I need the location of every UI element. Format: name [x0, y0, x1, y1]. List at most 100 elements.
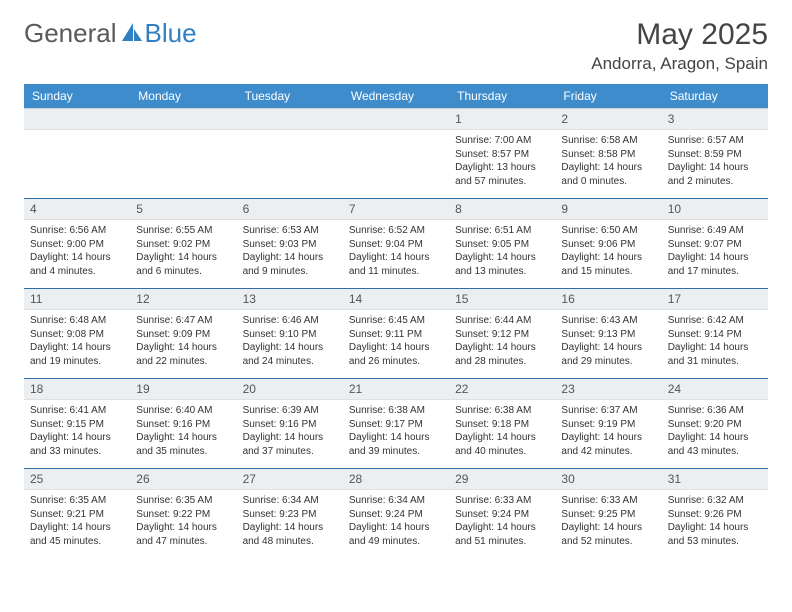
day-body-empty — [237, 130, 343, 144]
day-cell: 11Sunrise: 6:48 AMSunset: 9:08 PMDayligh… — [24, 289, 130, 379]
daylight-line: Daylight: 14 hours and 39 minutes. — [349, 431, 443, 458]
day-number: 24 — [662, 379, 768, 400]
day-body: Sunrise: 6:38 AMSunset: 9:18 PMDaylight:… — [449, 400, 555, 468]
day-cell: 24Sunrise: 6:36 AMSunset: 9:20 PMDayligh… — [662, 379, 768, 469]
day-body: Sunrise: 6:50 AMSunset: 9:06 PMDaylight:… — [555, 220, 661, 288]
daylight-line: Daylight: 14 hours and 17 minutes. — [668, 251, 762, 278]
daylight-line: Daylight: 14 hours and 0 minutes. — [561, 161, 655, 188]
day-number: 9 — [555, 199, 661, 220]
day-number: 13 — [237, 289, 343, 310]
day-cell: 8Sunrise: 6:51 AMSunset: 9:05 PMDaylight… — [449, 199, 555, 289]
day-cell: 10Sunrise: 6:49 AMSunset: 9:07 PMDayligh… — [662, 199, 768, 289]
sunset-line: Sunset: 9:23 PM — [243, 508, 337, 522]
day-cell — [237, 109, 343, 199]
sunset-line: Sunset: 9:11 PM — [349, 328, 443, 342]
day-body: Sunrise: 6:34 AMSunset: 9:24 PMDaylight:… — [343, 490, 449, 558]
dow-thursday: Thursday — [449, 84, 555, 109]
sunrise-line: Sunrise: 6:55 AM — [136, 224, 230, 238]
day-body: Sunrise: 6:56 AMSunset: 9:00 PMDaylight:… — [24, 220, 130, 288]
calendar-body: 1Sunrise: 7:00 AMSunset: 8:57 PMDaylight… — [24, 109, 768, 559]
day-number: 2 — [555, 109, 661, 130]
day-number: 20 — [237, 379, 343, 400]
day-number: 5 — [130, 199, 236, 220]
sunset-line: Sunset: 8:59 PM — [668, 148, 762, 162]
daylight-line: Daylight: 14 hours and 28 minutes. — [455, 341, 549, 368]
day-cell: 21Sunrise: 6:38 AMSunset: 9:17 PMDayligh… — [343, 379, 449, 469]
daylight-line: Daylight: 14 hours and 13 minutes. — [455, 251, 549, 278]
sunset-line: Sunset: 8:58 PM — [561, 148, 655, 162]
day-cell: 2 Sunrise: 6:58 AMSunset: 8:58 PMDaylight… — [555, 109, 661, 199]
day-body: Sunrise: 6:51 AMSunset: 9:05 PMDaylight:… — [449, 220, 555, 288]
day-cell: 20Sunrise: 6:39 AMSunset: 9:16 PMDayligh… — [237, 379, 343, 469]
sunrise-line: Sunrise: 6:48 AM — [30, 314, 124, 328]
day-number: 31 — [662, 469, 768, 490]
day-number-empty — [130, 109, 236, 130]
dow-friday: Friday — [555, 84, 661, 109]
daylight-line: Daylight: 14 hours and 11 minutes. — [349, 251, 443, 278]
day-body: Sunrise: 6:40 AMSunset: 9:16 PMDaylight:… — [130, 400, 236, 468]
day-number: 18 — [24, 379, 130, 400]
sunrise-line: Sunrise: 6:49 AM — [668, 224, 762, 238]
day-body: Sunrise: 6:39 AMSunset: 9:16 PMDaylight:… — [237, 400, 343, 468]
sunset-line: Sunset: 9:17 PM — [349, 418, 443, 432]
sunrise-line: Sunrise: 6:50 AM — [561, 224, 655, 238]
sunrise-line: Sunrise: 6:39 AM — [243, 404, 337, 418]
day-body: Sunrise: 6:34 AMSunset: 9:23 PMDaylight:… — [237, 490, 343, 558]
daylight-line: Daylight: 14 hours and 40 minutes. — [455, 431, 549, 458]
day-number: 25 — [24, 469, 130, 490]
day-body-empty — [343, 130, 449, 144]
sunrise-line: Sunrise: 6:35 AM — [136, 494, 230, 508]
day-number: 30 — [555, 469, 661, 490]
sail-icon — [121, 18, 143, 49]
daylight-line: Daylight: 14 hours and 24 minutes. — [243, 341, 337, 368]
sunrise-line: Sunrise: 6:58 AM — [561, 134, 655, 148]
day-cell: 25Sunrise: 6:35 AMSunset: 9:21 PMDayligh… — [24, 469, 130, 559]
day-cell: 1Sunrise: 7:00 AMSunset: 8:57 PMDaylight… — [449, 109, 555, 199]
sunrise-line: Sunrise: 6:44 AM — [455, 314, 549, 328]
day-of-week-row: SundayMondayTuesdayWednesdayThursdayFrid… — [24, 84, 768, 109]
day-body: Sunrise: 6:33 AMSunset: 9:24 PMDaylight:… — [449, 490, 555, 558]
day-cell: 31Sunrise: 6:32 AMSunset: 9:26 PMDayligh… — [662, 469, 768, 559]
sunset-line: Sunset: 9:00 PM — [30, 238, 124, 252]
day-body: Sunrise: 6:55 AMSunset: 9:02 PMDaylight:… — [130, 220, 236, 288]
sunset-line: Sunset: 8:57 PM — [455, 148, 549, 162]
calendar-page: General Blue May 2025 Andorra, Aragon, S… — [0, 0, 792, 576]
day-cell: 19Sunrise: 6:40 AMSunset: 9:16 PMDayligh… — [130, 379, 236, 469]
day-cell: 27Sunrise: 6:34 AMSunset: 9:23 PMDayligh… — [237, 469, 343, 559]
sunrise-line: Sunrise: 6:46 AM — [243, 314, 337, 328]
day-number: 6 — [237, 199, 343, 220]
day-body: Sunrise: 6:53 AMSunset: 9:03 PMDaylight:… — [237, 220, 343, 288]
day-cell — [343, 109, 449, 199]
day-cell: 3Sunrise: 6:57 AMSunset: 8:59 PMDaylight… — [662, 109, 768, 199]
sunrise-line: Sunrise: 6:38 AM — [455, 404, 549, 418]
sunset-line: Sunset: 9:10 PM — [243, 328, 337, 342]
day-number-empty — [24, 109, 130, 130]
sunset-line: Sunset: 9:13 PM — [561, 328, 655, 342]
dow-saturday: Saturday — [662, 84, 768, 109]
day-body-empty — [130, 130, 236, 144]
sunrise-line: Sunrise: 6:52 AM — [349, 224, 443, 238]
day-number: 28 — [343, 469, 449, 490]
daylight-line: Daylight: 14 hours and 45 minutes. — [30, 521, 124, 548]
sunrise-line: Sunrise: 6:43 AM — [561, 314, 655, 328]
day-body: Sunrise: 6:41 AMSunset: 9:15 PMDaylight:… — [24, 400, 130, 468]
day-body: Sunrise: 6:33 AMSunset: 9:25 PMDaylight:… — [555, 490, 661, 558]
day-body: Sunrise: 6:38 AMSunset: 9:17 PMDaylight:… — [343, 400, 449, 468]
sunset-line: Sunset: 9:03 PM — [243, 238, 337, 252]
day-number: 22 — [449, 379, 555, 400]
day-number: 17 — [662, 289, 768, 310]
daylight-line: Daylight: 14 hours and 22 minutes. — [136, 341, 230, 368]
sunrise-line: Sunrise: 6:40 AM — [136, 404, 230, 418]
title-block: May 2025 Andorra, Aragon, Spain — [591, 18, 768, 74]
daylight-line: Daylight: 14 hours and 19 minutes. — [30, 341, 124, 368]
daylight-line: Daylight: 14 hours and 52 minutes. — [561, 521, 655, 548]
daylight-line: Daylight: 14 hours and 15 minutes. — [561, 251, 655, 278]
daylight-line: Daylight: 14 hours and 51 minutes. — [455, 521, 549, 548]
daylight-line: Daylight: 14 hours and 26 minutes. — [349, 341, 443, 368]
day-body: Sunrise: 6:49 AMSunset: 9:07 PMDaylight:… — [662, 220, 768, 288]
day-body: Sunrise: 6:35 AMSunset: 9:21 PMDaylight:… — [24, 490, 130, 558]
daylight-line: Daylight: 14 hours and 31 minutes. — [668, 341, 762, 368]
day-number: 7 — [343, 199, 449, 220]
sunset-line: Sunset: 9:04 PM — [349, 238, 443, 252]
header: General Blue May 2025 Andorra, Aragon, S… — [24, 18, 768, 74]
